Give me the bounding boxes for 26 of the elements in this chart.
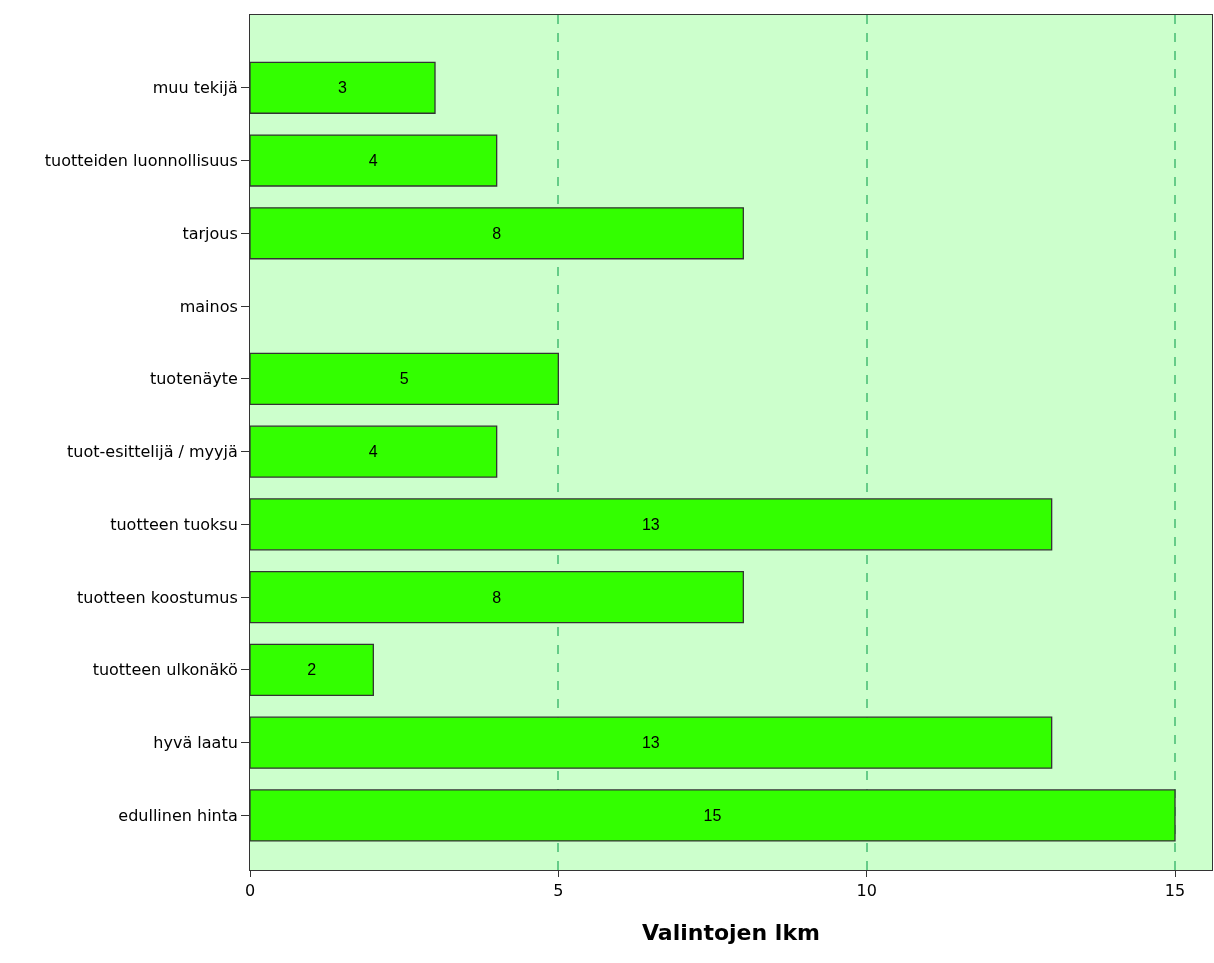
y-tick-label: tuotteen ulkonäkö bbox=[92, 660, 238, 680]
y-tick-label: tuotteen koostumus bbox=[77, 587, 238, 607]
data-label: 8 bbox=[492, 224, 502, 242]
x-axis-title: Valintojen lkm bbox=[642, 920, 820, 946]
data-label: 5 bbox=[399, 370, 409, 388]
data-label: 4 bbox=[368, 152, 378, 170]
y-tick-label: tarjous bbox=[182, 223, 238, 243]
data-label: 2 bbox=[307, 661, 317, 679]
data-label: 13 bbox=[641, 515, 660, 533]
y-tick-label: tuotteiden luonnollisuus bbox=[44, 151, 238, 171]
x-tick-label: 5 bbox=[553, 881, 564, 901]
x-tick-label: 10 bbox=[856, 881, 877, 901]
y-tick-label: tuot-esittelijä / myyjä bbox=[67, 442, 238, 462]
data-label: 15 bbox=[703, 806, 722, 824]
x-tick-label: 15 bbox=[1164, 881, 1186, 901]
y-tick-label: tuotenäyte bbox=[149, 369, 238, 389]
data-label: 4 bbox=[368, 443, 378, 461]
x-tick-label: 0 bbox=[244, 881, 256, 901]
data-label: 8 bbox=[492, 588, 502, 606]
y-tick-label: hyvä laatu bbox=[153, 733, 238, 753]
data-label: 3 bbox=[338, 79, 347, 97]
y-tick-label: edullinen hinta bbox=[118, 806, 238, 826]
y-tick-label: tuotteen tuoksu bbox=[110, 514, 238, 534]
y-tick-label: mainos bbox=[179, 296, 238, 316]
data-label: 13 bbox=[641, 734, 660, 752]
y-tick-label: muu tekijä bbox=[152, 78, 238, 98]
